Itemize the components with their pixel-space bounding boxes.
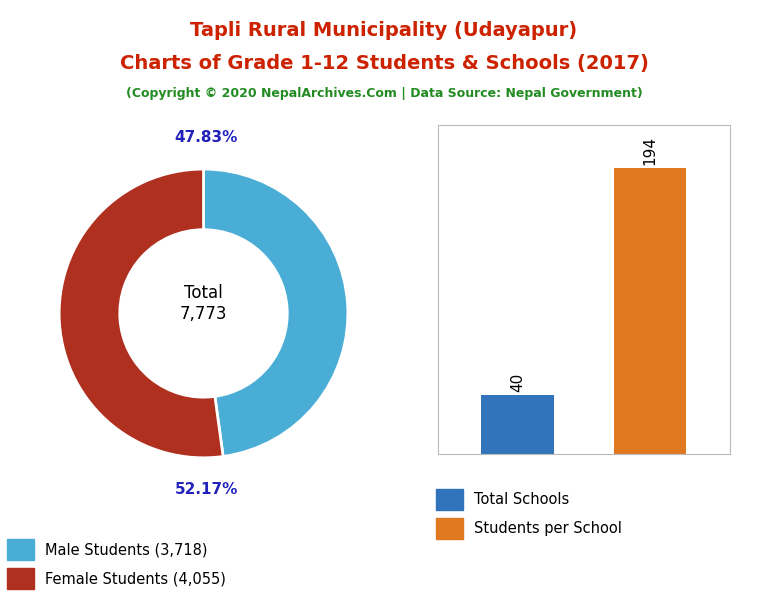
- Legend: Male Students (3,718), Female Students (4,055): Male Students (3,718), Female Students (…: [2, 533, 232, 595]
- Bar: [614, 168, 687, 454]
- Text: Tapli Rural Municipality (Udayapur): Tapli Rural Municipality (Udayapur): [190, 21, 578, 40]
- Text: Charts of Grade 1-12 Students & Schools (2017): Charts of Grade 1-12 Students & Schools …: [120, 54, 648, 73]
- Bar: [481, 395, 554, 454]
- Text: 40: 40: [510, 373, 525, 392]
- Text: 194: 194: [643, 136, 657, 165]
- Wedge shape: [204, 169, 348, 457]
- Text: (Copyright © 2020 NepalArchives.Com | Data Source: Nepal Government): (Copyright © 2020 NepalArchives.Com | Da…: [126, 87, 642, 100]
- Wedge shape: [59, 169, 223, 458]
- Text: 47.83%: 47.83%: [175, 130, 238, 145]
- Legend: Total Schools, Students per School: Total Schools, Students per School: [430, 483, 628, 545]
- Text: 52.17%: 52.17%: [175, 482, 238, 497]
- Text: Total
7,773: Total 7,773: [180, 284, 227, 323]
